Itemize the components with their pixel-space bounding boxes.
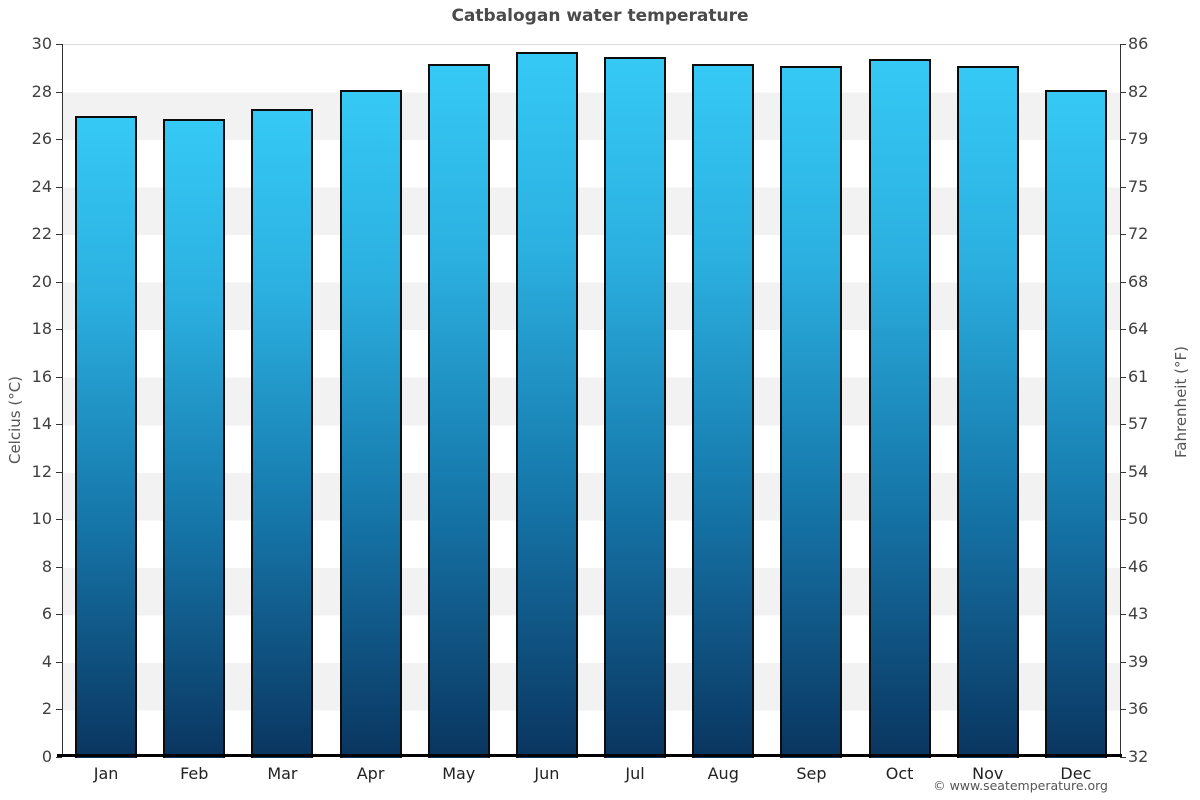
- y-tick-mark-left: [56, 757, 62, 758]
- y-tick-label-left-18: 18: [31, 319, 52, 339]
- y-tick-label-left-24: 24: [31, 176, 52, 196]
- y-tick-mark-right: [1120, 757, 1126, 758]
- y-tick-label-left-12: 12: [31, 461, 52, 481]
- y-tick-label-right-32: 32: [1128, 747, 1149, 766]
- y-tick-label-right-54: 54: [1128, 461, 1149, 481]
- y-tick-label-right-61: 61: [1128, 366, 1149, 386]
- y-tick-label-left-30: 30: [31, 34, 52, 53]
- y-tick-mark-right: [1120, 376, 1126, 378]
- y-tick-label-left-6: 6: [41, 604, 52, 624]
- y-tick-label-right-50: 50: [1128, 509, 1149, 529]
- bar-feb: [163, 118, 226, 758]
- y-tick-label-right-82: 82: [1128, 81, 1149, 101]
- bar-sep: [780, 66, 843, 758]
- y-tick-label-right-68: 68: [1128, 271, 1149, 291]
- y-tick-mark-left: [56, 519, 62, 521]
- y-tick-label-left-28: 28: [31, 81, 52, 101]
- y-tick-mark-left: [56, 709, 62, 711]
- y-tick-mark-left: [56, 471, 62, 473]
- y-tick-label-right-46: 46: [1128, 556, 1149, 576]
- y-tick-mark-right: [1120, 44, 1126, 45]
- y-tick-label-left-0: 0: [41, 747, 52, 766]
- y-tick-mark-right: [1120, 519, 1126, 521]
- y-tick-mark-left: [56, 186, 62, 188]
- y-tick-mark-left: [56, 614, 62, 616]
- y-tick-mark-right: [1120, 139, 1126, 141]
- y-tick-mark-right: [1120, 186, 1126, 188]
- x-axis-line: [57, 754, 1122, 757]
- y-tick-label-left-8: 8: [41, 556, 52, 576]
- bar-mar: [251, 109, 314, 758]
- y-tick-label-right-39: 39: [1128, 651, 1149, 671]
- y-tick-mark-left: [56, 234, 62, 236]
- y-tick-label-left-26: 26: [31, 129, 52, 149]
- y-tick-label-left-22: 22: [31, 224, 52, 244]
- y-tick-mark-left: [56, 91, 62, 93]
- y-tick-label-left-4: 4: [41, 651, 52, 671]
- y-axis-right-line: [1120, 44, 1121, 757]
- chart-title: Catbalogan water temperature: [451, 6, 749, 26]
- x-tick-label-jun: Jun: [534, 764, 560, 783]
- bar-jun: [515, 52, 578, 758]
- y-tick-mark-right: [1120, 424, 1126, 426]
- y-tick-mark-left: [56, 376, 62, 378]
- y-tick-mark-right: [1120, 91, 1126, 93]
- y-tick-mark-left: [56, 281, 62, 283]
- x-tick-label-aug: Aug: [707, 764, 739, 783]
- y-tick-label-left-14: 14: [31, 414, 52, 434]
- x-tick-label-mar: Mar: [267, 764, 298, 783]
- bar-aug: [692, 64, 755, 758]
- y-tick-mark-left: [56, 661, 62, 663]
- bar-oct: [868, 59, 931, 758]
- y-tick-mark-right: [1120, 566, 1126, 568]
- x-tick-label-oct: Oct: [885, 764, 914, 783]
- y-tick-mark-left: [56, 329, 62, 331]
- bar-jul: [604, 56, 667, 758]
- y-tick-label-right-86: 86: [1128, 34, 1149, 53]
- y-axis-left-line: [62, 44, 63, 757]
- y-tick-label-left-2: 2: [41, 699, 52, 719]
- x-tick-label-sep: Sep: [796, 764, 827, 783]
- y-tick-mark-right: [1120, 614, 1126, 616]
- x-tick-label-jul: Jul: [625, 764, 645, 783]
- y-tick-label-right-36: 36: [1128, 699, 1149, 719]
- bar-nov: [956, 66, 1019, 758]
- y-tick-mark-left: [56, 566, 62, 568]
- y-tick-label-right-43: 43: [1128, 604, 1149, 624]
- x-tick-label-may: May: [442, 764, 476, 783]
- plot-area: [62, 44, 1120, 758]
- y-tick-label-right-57: 57: [1128, 414, 1149, 434]
- y-tick-label-right-64: 64: [1128, 319, 1149, 339]
- y-tick-mark-right: [1120, 661, 1126, 663]
- x-tick-label-dec: Dec: [1060, 764, 1092, 783]
- y-tick-mark-right: [1120, 281, 1126, 283]
- bar-jan: [75, 116, 138, 758]
- y-tick-mark-right: [1120, 471, 1126, 473]
- y-tick-mark-left: [56, 44, 62, 45]
- y-tick-label-right-75: 75: [1128, 176, 1149, 196]
- y-tick-mark-left: [56, 139, 62, 141]
- y-tick-label-left-16: 16: [31, 366, 52, 386]
- y-tick-label-right-72: 72: [1128, 224, 1149, 244]
- y-axis-right-title: Fahrenheit (°F): [1172, 346, 1190, 458]
- copyright-credit: © www.seatemperature.org: [933, 778, 1108, 793]
- x-tick-label-jan: Jan: [93, 764, 119, 783]
- y-tick-mark-right: [1120, 329, 1126, 331]
- y-tick-mark-left: [56, 424, 62, 426]
- y-tick-label-right-79: 79: [1128, 129, 1149, 149]
- x-tick-label-nov: Nov: [972, 764, 1004, 783]
- bar-apr: [339, 90, 402, 758]
- x-tick-label-apr: Apr: [356, 764, 385, 783]
- y-tick-label-left-10: 10: [31, 509, 52, 529]
- y-tick-label-left-20: 20: [31, 271, 52, 291]
- y-tick-mark-right: [1120, 234, 1126, 236]
- bar-may: [427, 64, 490, 758]
- x-tick-label-feb: Feb: [180, 764, 209, 783]
- bar-dec: [1044, 90, 1107, 758]
- y-tick-mark-right: [1120, 709, 1126, 711]
